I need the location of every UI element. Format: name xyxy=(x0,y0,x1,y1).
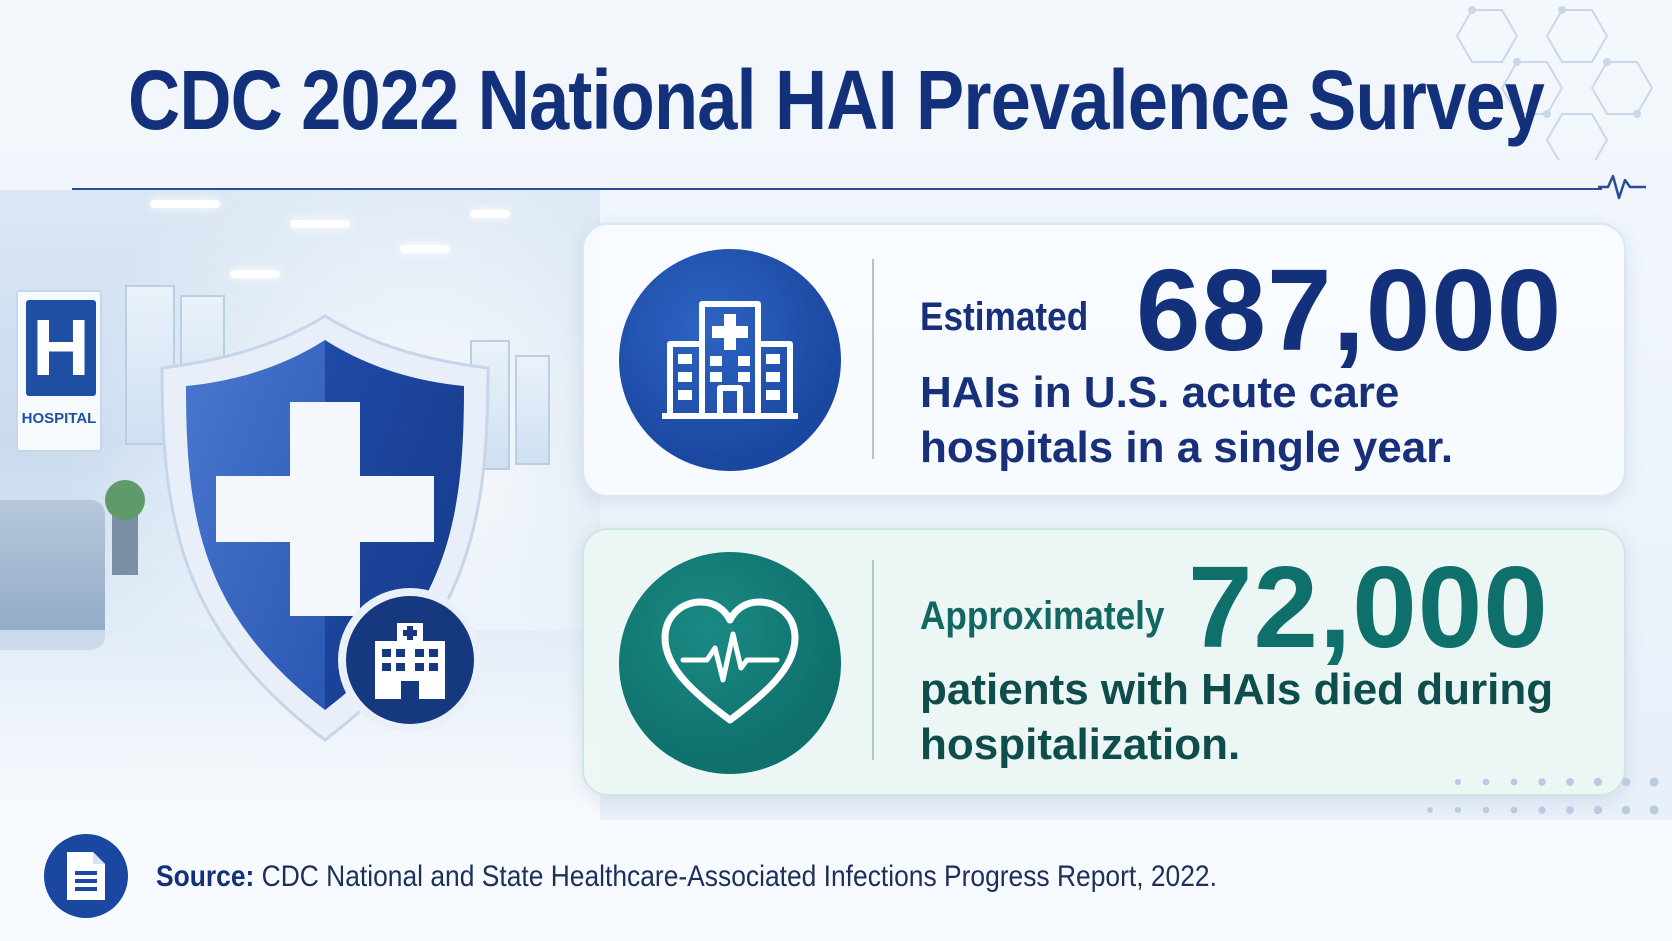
decorative-dot xyxy=(1482,778,1490,786)
hospital-building-icon xyxy=(662,301,798,419)
hall-window xyxy=(515,355,550,465)
document-icon xyxy=(67,852,105,900)
decorative-dot xyxy=(1454,806,1462,814)
decorative-dot xyxy=(1510,806,1518,814)
hospital-badge-icon xyxy=(338,588,482,732)
stat-lead-text: Approximately xyxy=(920,594,1165,638)
heartbeat-line-icon xyxy=(1598,174,1646,200)
stat-card-hai-count: Estimated 687,000 HAIs in U.S. acute car… xyxy=(582,223,1626,497)
decorative-dot xyxy=(1427,807,1433,813)
source-citation: Source: CDC National and State Healthcar… xyxy=(156,860,1217,894)
hospital-sign-label: HOSPITAL xyxy=(21,410,97,427)
plant-pot xyxy=(112,515,138,575)
hexagon-pattern-decoration xyxy=(1455,6,1654,160)
heart-pulse-icon xyxy=(661,598,799,724)
decorative-dot xyxy=(1621,777,1631,787)
decorative-dot xyxy=(1649,805,1659,815)
decorative-dot xyxy=(1566,778,1574,786)
ceiling-light xyxy=(230,270,280,278)
plant xyxy=(105,480,145,520)
decorative-dot xyxy=(1538,806,1546,814)
source-label: Source: xyxy=(156,860,255,893)
decorative-dot xyxy=(1593,805,1603,815)
decorative-dot xyxy=(1649,777,1659,787)
stat-description: patients with HAIs died during hospitali… xyxy=(920,665,1554,769)
source-footer: Source: CDC National and State Healthcar… xyxy=(0,820,1672,941)
page-title: CDC 2022 National HAI Prevalence Survey xyxy=(128,53,1545,147)
decorative-dot xyxy=(1482,806,1490,814)
decorative-dot xyxy=(1566,806,1574,814)
decorative-dot xyxy=(1454,778,1462,786)
ceiling-light xyxy=(400,245,450,253)
ceiling-light xyxy=(290,220,350,228)
reception-desk xyxy=(0,500,105,650)
card-divider xyxy=(872,259,874,459)
stat-description: HAIs in U.S. acute care hospitals in a s… xyxy=(920,368,1454,472)
hall-window xyxy=(125,285,175,445)
stat-lead-text: Estimated xyxy=(920,295,1089,339)
hospital-sign-letter: H xyxy=(26,300,96,396)
stat-value: 687,000 xyxy=(1136,245,1563,375)
document-icon-circle xyxy=(44,834,128,918)
stat-card-deaths: Approximately 72,000 patients with HAIs … xyxy=(582,528,1626,796)
title-underline xyxy=(72,188,1602,190)
stat-value: 72,000 xyxy=(1188,542,1549,672)
ceiling-light xyxy=(470,210,510,218)
hospital-sign: H HOSPITAL xyxy=(16,290,102,452)
card-divider xyxy=(872,560,874,760)
decorative-dot xyxy=(1538,778,1546,786)
icon-circle xyxy=(619,552,841,774)
decorative-dot xyxy=(1593,777,1603,787)
decorative-dot xyxy=(1510,778,1518,786)
decorative-dot xyxy=(1621,805,1631,815)
ceiling-light xyxy=(150,200,220,208)
icon-circle xyxy=(619,249,841,471)
source-text: CDC National and State Healthcare-Associ… xyxy=(261,860,1217,893)
